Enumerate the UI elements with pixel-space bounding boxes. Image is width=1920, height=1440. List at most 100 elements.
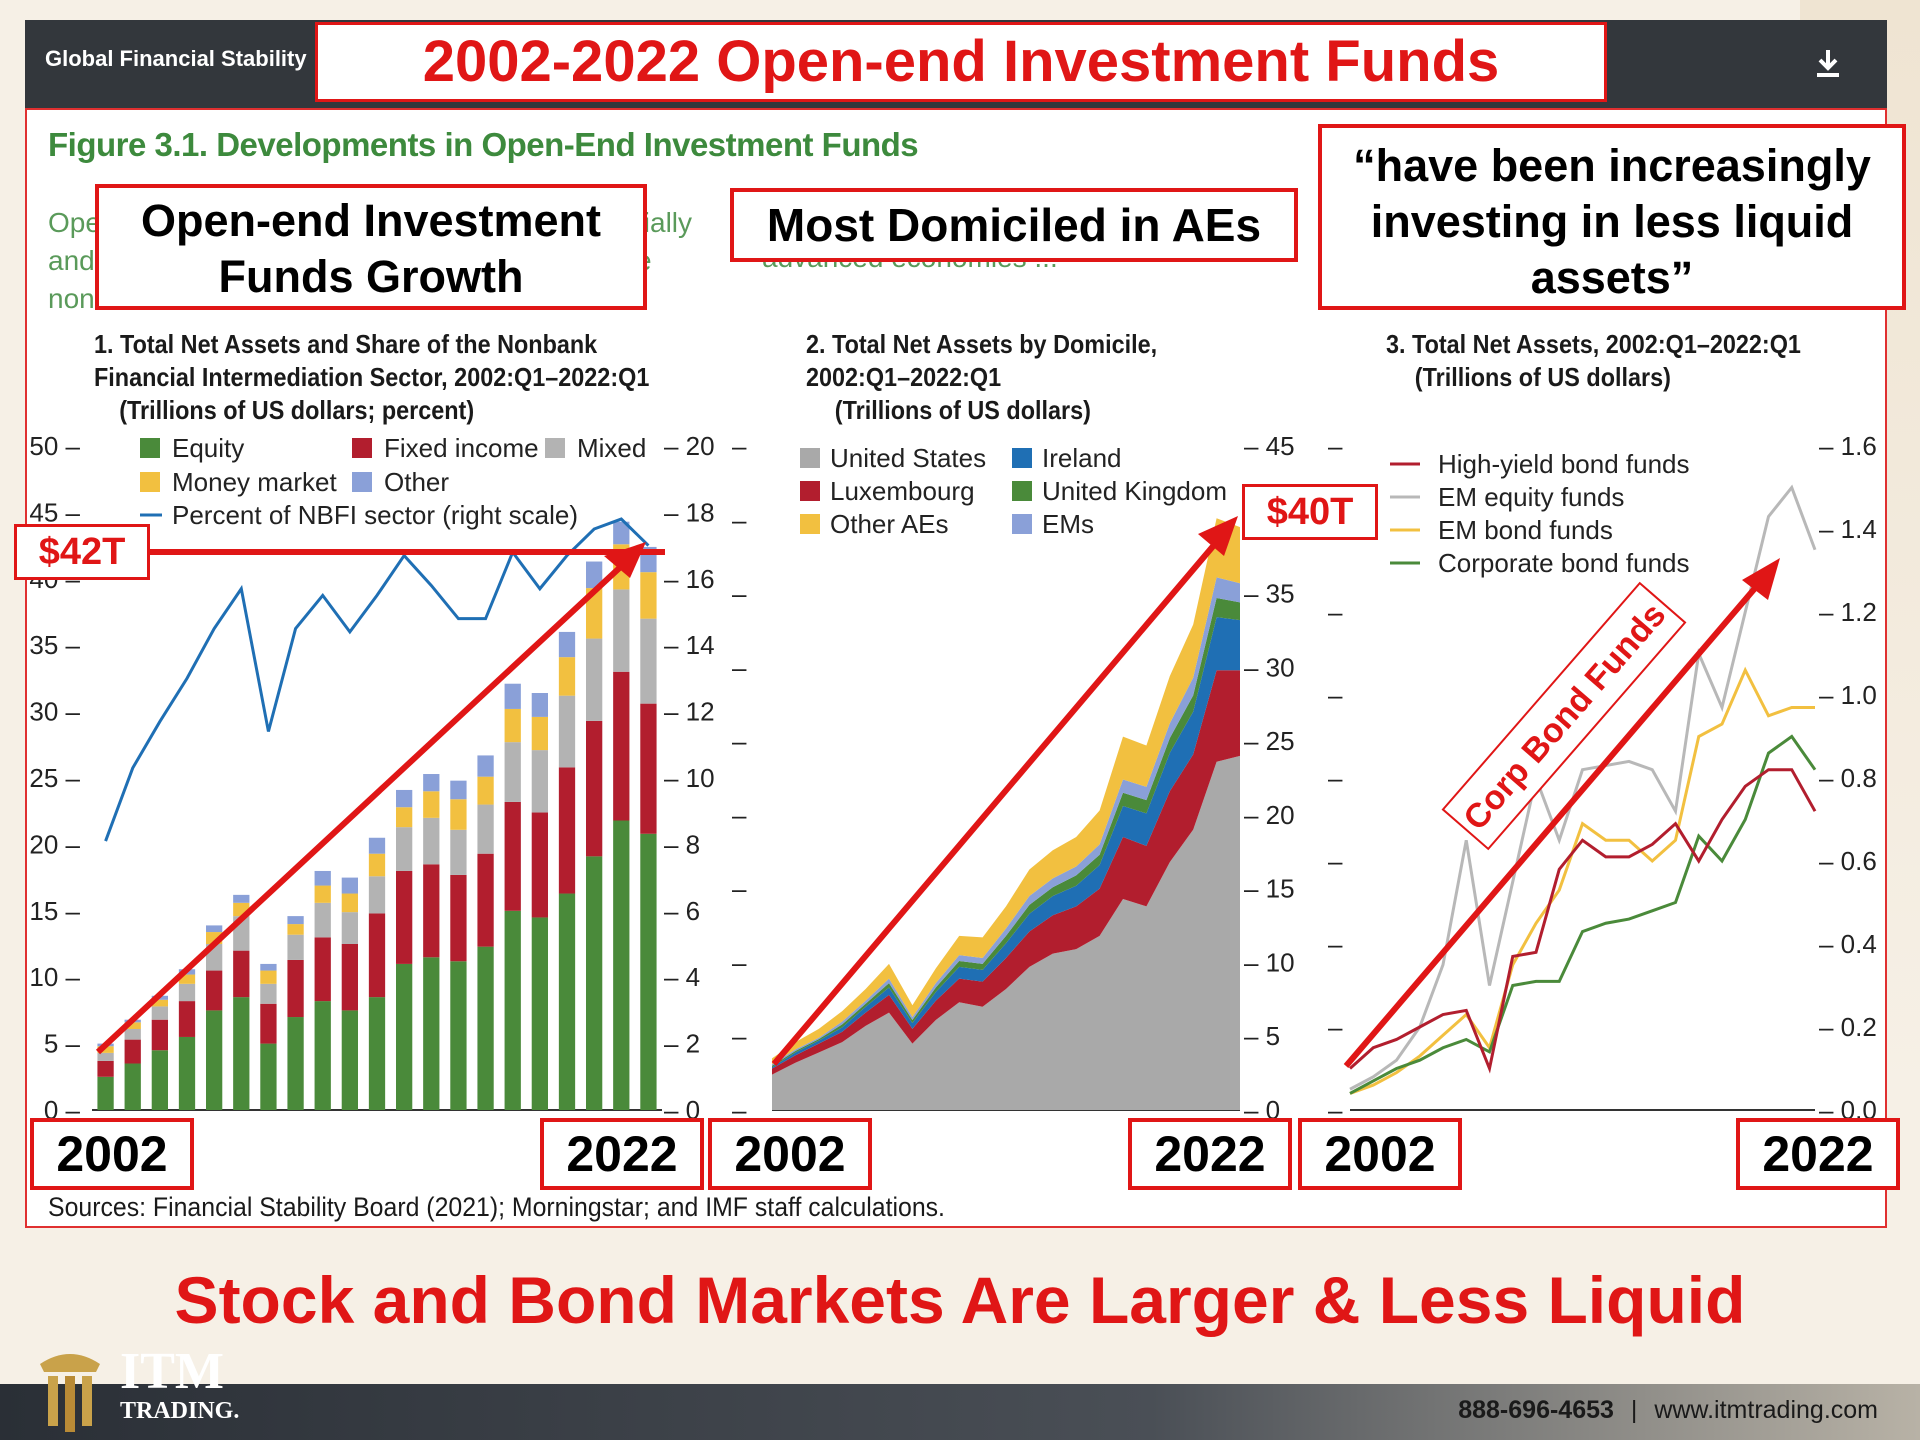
chart1-bar-fixed-income [531, 812, 548, 918]
chart1-bar-fixed-income [504, 801, 521, 911]
chart1-bar-equity [124, 1063, 141, 1110]
chart3-arrow-head [1742, 558, 1780, 600]
chart1-bar-fixed-income [423, 864, 440, 958]
chart1-bar-chart: 0 –5 –10 –15 –20 –25 –30 –35 –40 –45 –50… [29, 431, 715, 1120]
chart1-bar-fixed-income [178, 1001, 196, 1037]
chart3-corp-bond-label: Corp Bond Funds [1456, 596, 1673, 838]
chart1-bar-other [260, 963, 277, 971]
chart1-bar-equity [178, 1036, 196, 1110]
chart1-bar-other [396, 789, 413, 808]
chart1-bar-money-market [151, 999, 168, 1007]
chart2-legend-swatch [800, 448, 820, 468]
chart1-bar-fixed-income [287, 959, 304, 1018]
footer-website[interactable]: www.itmtrading.com [1654, 1396, 1878, 1424]
itm-logo-icon [40, 1354, 100, 1432]
chart1-bar-fixed-income [450, 874, 467, 962]
chart1-bar-equity [558, 893, 576, 1110]
chart3-left-tick: – [1328, 680, 1343, 710]
chart1-bar-equity [287, 1017, 304, 1110]
chart1-bar-other [613, 521, 630, 545]
chart1-bar-other [287, 916, 304, 925]
chart3-growth-arrow [1343, 578, 1765, 1068]
chart3-left-tick: – [1328, 431, 1343, 461]
chart1-bar-mixed [613, 589, 630, 672]
chart1-bar-money-market [423, 791, 440, 818]
chart2-left-tick: – [732, 431, 747, 461]
chart3-y-tick-label: – 1.0 [1819, 680, 1877, 710]
chart1-y-tick-label: 45 – [29, 497, 80, 527]
chart1-y-tick-label: 35 – [29, 630, 80, 660]
chart1-bar-mixed [640, 618, 657, 704]
chart1-bar-other [206, 925, 223, 933]
chart2-area-luxembourg [772, 670, 1240, 1075]
chart3-y-tick-label: – 1.4 [1819, 514, 1877, 544]
chart1-bar-equity [233, 997, 250, 1110]
chart1-bar-other [233, 894, 250, 903]
chart1-legend-swatch [352, 472, 372, 492]
chart1-y-tick-label: 25 – [29, 763, 80, 793]
logo-itm-text: ITM [120, 1343, 224, 1400]
chart1-legend-label: Fixed income [384, 433, 539, 463]
chart1-y2-tick-label: – 12 [664, 697, 715, 727]
chart1-bar-money-market [287, 924, 304, 935]
chart1-bar-mixed [97, 1052, 114, 1061]
chart1-bar-money-market [97, 1046, 114, 1053]
footer-phone[interactable]: 888-696-4653 [1458, 1396, 1614, 1424]
logo-trading-text: TRADING. [120, 1398, 240, 1424]
chart1-legend-swatch [140, 472, 160, 492]
chart1-legend-swatch [545, 438, 565, 458]
chart1-legend-label: Other [384, 467, 449, 497]
chart2-legend-label: United Kingdom [1042, 476, 1227, 506]
chart1-y2-tick-label: – 10 [664, 763, 715, 793]
chart2-y-tick-label: – 30 [1244, 652, 1295, 682]
chart2-area-united-states [772, 755, 1240, 1110]
footer-bar: 888-696-4653 | www.itmtrading.com [0, 1384, 1920, 1440]
figure-subtext-left-tail: tially e [636, 207, 693, 276]
chart1-bar-fixed-income [124, 1039, 141, 1064]
chart1-bar-other [477, 755, 494, 777]
chart1-bar-fixed-income [368, 913, 386, 998]
chart1-bar-money-market [450, 799, 467, 830]
chart1-bar-equity [206, 1010, 223, 1110]
chart1-bar-equity [423, 957, 440, 1110]
chart1-bar-fixed-income [233, 950, 250, 998]
callout-domiciled: Most Domiciled in AEs [730, 188, 1298, 262]
chart3-left-tick: – [1328, 597, 1343, 627]
chart1-bar-money-market [531, 716, 548, 751]
chart1-bar-fixed-income [97, 1060, 114, 1077]
chart1-legend-label: Mixed [577, 433, 646, 463]
chart1-y2-tick-label: – 20 [664, 431, 715, 461]
chart1-y-tick-label: 5 – [44, 1029, 81, 1059]
chart1-bar-money-market [477, 776, 494, 805]
chart1-bar-equity [531, 917, 548, 1110]
year-box-chart1-start: 2002 [30, 1118, 194, 1190]
chart1-bar-equity [640, 833, 657, 1110]
chart1-bar-fixed-income [260, 1003, 277, 1044]
chart1-legend-swatch [352, 438, 372, 458]
chart1-title: 1. Total Net Assets and Share of the Non… [94, 329, 650, 425]
chart2-title: 2. Total Net Assets by Domicile, 2002:Q1… [806, 329, 1158, 425]
download-icon[interactable] [1811, 46, 1845, 80]
chart3-legend-label: EM equity funds [1438, 482, 1624, 512]
chart3-y-tick-label: – 0.6 [1819, 846, 1877, 876]
chart1-bar-other [341, 877, 358, 894]
chart2-legend-swatch [800, 481, 820, 501]
chart1-bar-money-market [178, 974, 196, 984]
chart1-bar-other [423, 774, 440, 792]
chart1-bar-equity [97, 1076, 114, 1110]
chart3-line-high-yield-bond-funds [1349, 768, 1817, 1074]
chart3-legend-label: EM bond funds [1438, 515, 1613, 545]
chart1-arrow-head [604, 542, 646, 578]
chart2-area-chart: – 0 – – 5 – – 10 – – 15 – – 20 – – 25 – – 30 – – 35 – – … [732, 431, 1295, 1120]
chart3-title: 3. Total Net Assets, 2002:Q1–2022:Q1 (Tr… [1386, 329, 1801, 392]
chart3-line-chart: – 0.0 – – 0.2 – – 0.4 – – 0.6 – – 0.8 – – 1.0 – – 1.… [1328, 431, 1877, 1120]
chart2-legend-label: EMs [1042, 509, 1094, 539]
chart1-bar-equity [260, 1043, 277, 1110]
chart1-bar-mixed [287, 934, 304, 960]
chart1-bar-other [586, 561, 603, 589]
chart3-left-tick: – [1328, 929, 1343, 959]
chart1-bar-fixed-income [396, 870, 413, 964]
chart1-y2-tick-label: – 18 [664, 497, 715, 527]
chart1-bar-fixed-income [613, 671, 630, 821]
chart1-bar-mixed [450, 829, 467, 875]
